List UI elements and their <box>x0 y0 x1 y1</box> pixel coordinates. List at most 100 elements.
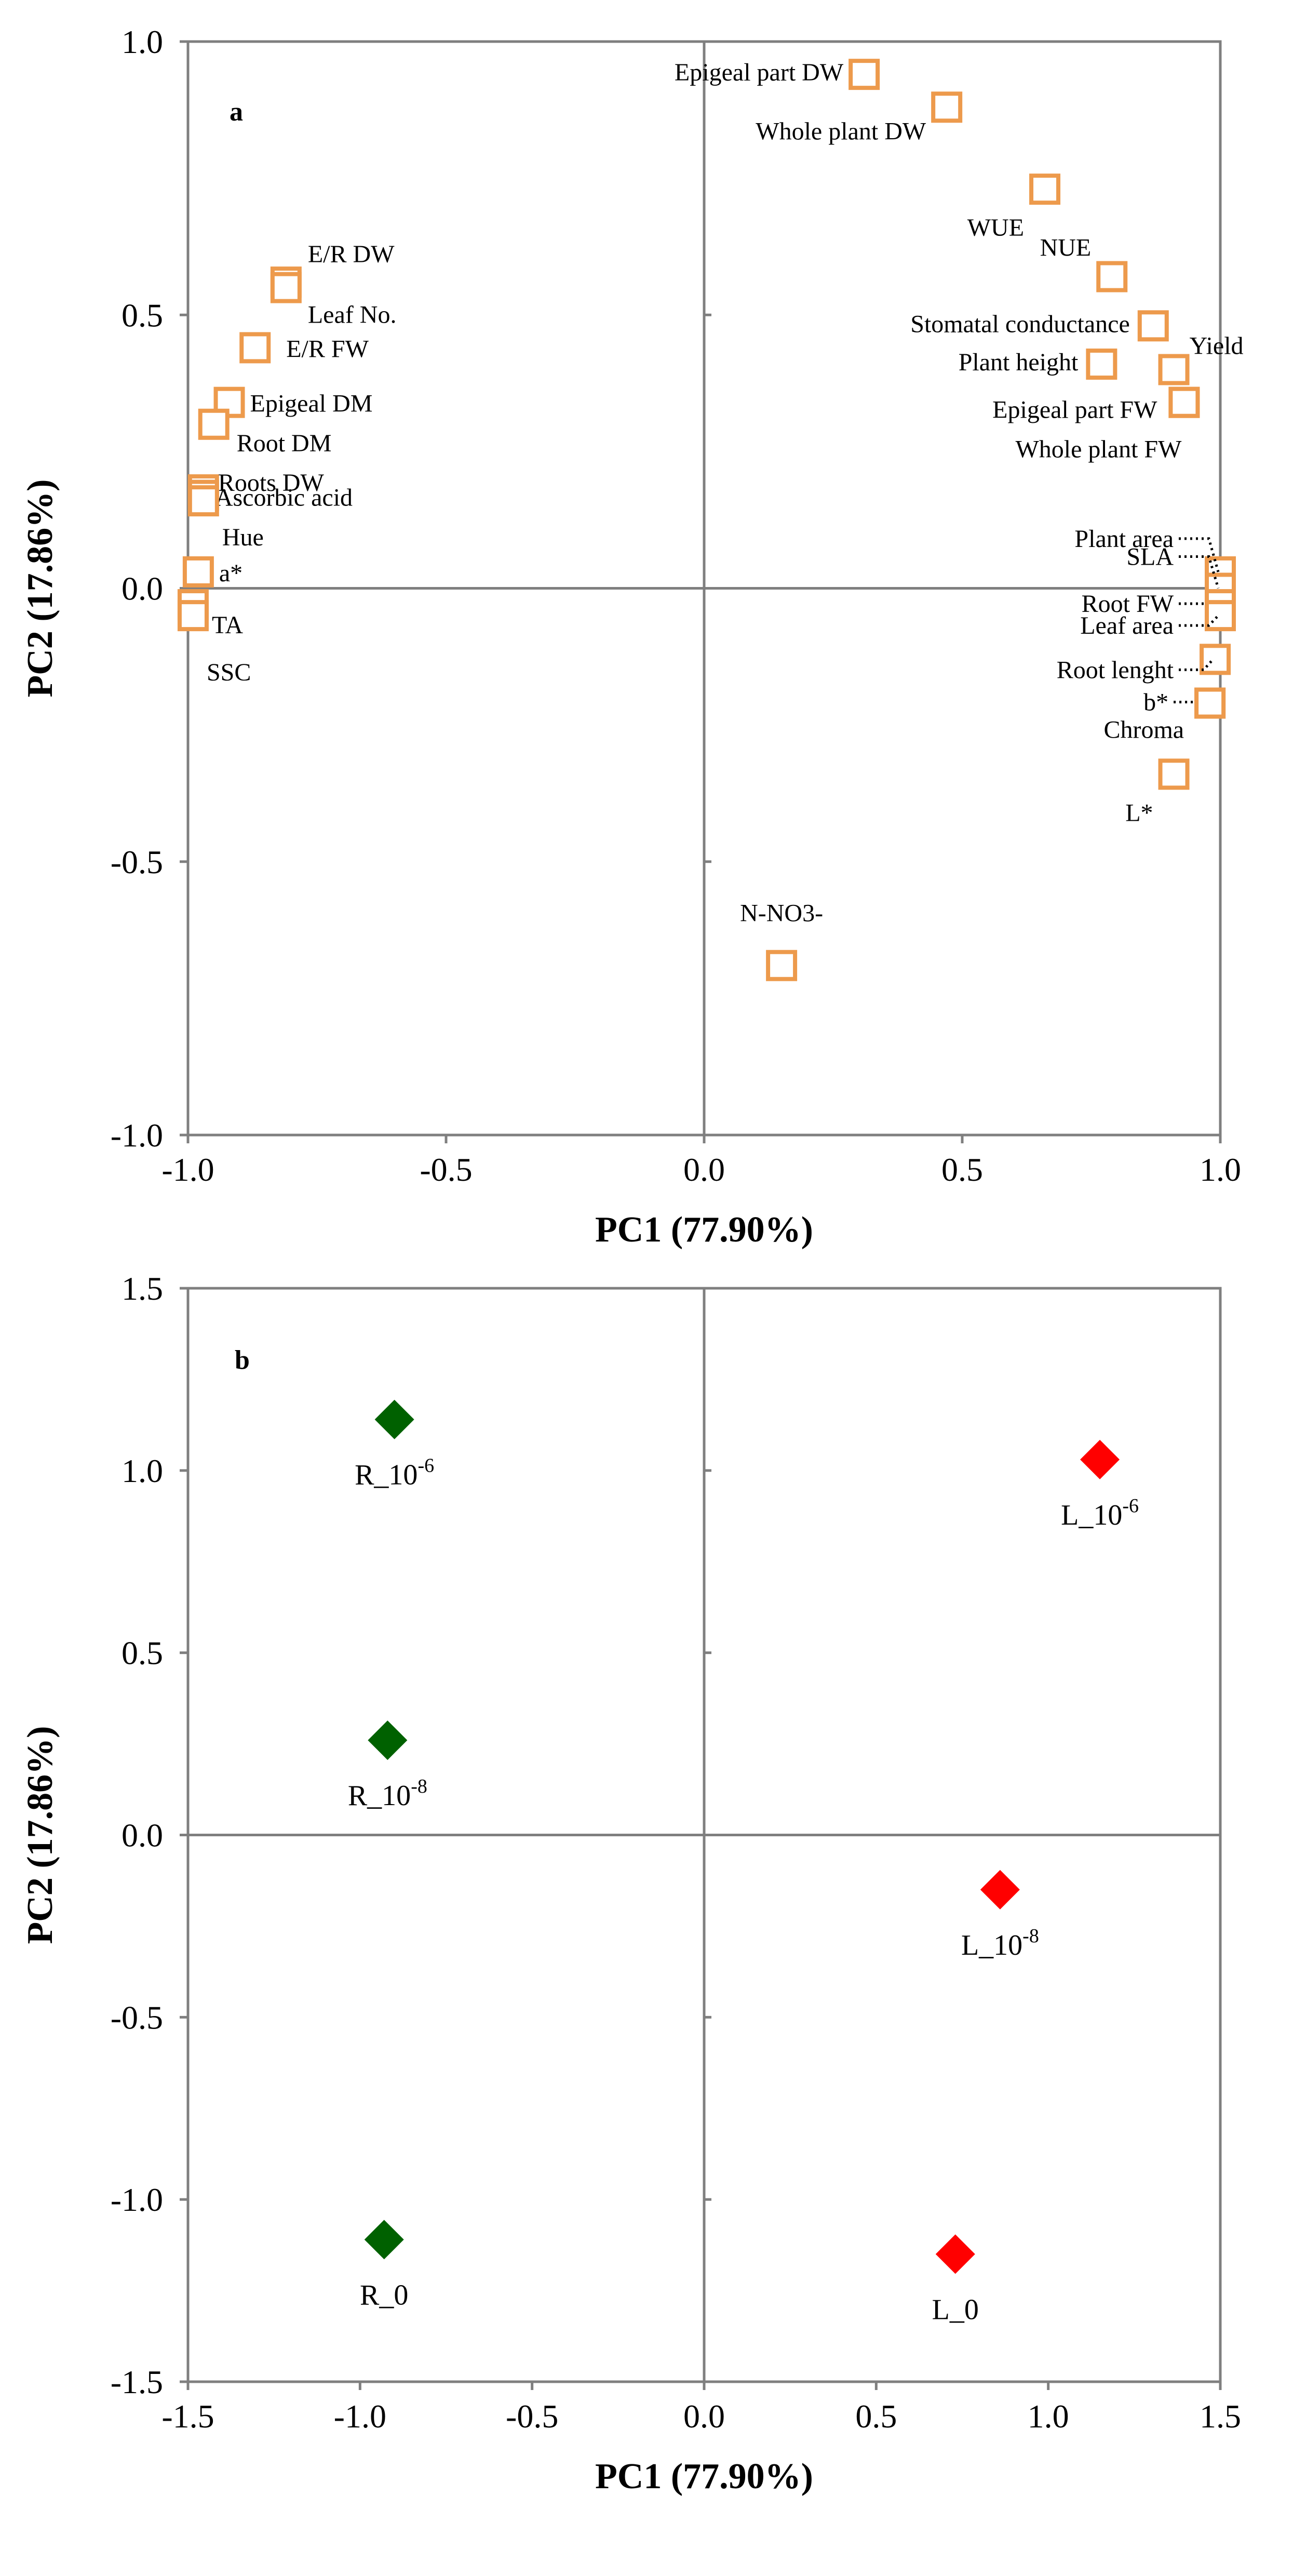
loading-label-e-r-dw: E/R DW <box>308 241 395 268</box>
loading-label-whole-plant-fw: Whole plant FW <box>1015 436 1182 463</box>
score-label-exponent: -6 <box>417 1455 434 1477</box>
score-label-exponent: -6 <box>1122 1495 1139 1517</box>
leader-line-sla <box>1179 555 1220 589</box>
loading-marker-e-r-fw <box>239 332 271 364</box>
loading-label-hue: Hue <box>222 524 264 551</box>
loading-label-sla: SLA <box>1126 543 1174 571</box>
loading-marker-l <box>1158 758 1190 790</box>
loading-marker-a <box>182 556 214 588</box>
loading-label-b: b* <box>1143 689 1168 716</box>
panel-b-score-plot: -1.5 -1.0 -0.5 0.0 0.5 1.0 1.5 1.5 1.0 0.5 0.0 -0.5… <box>20 1270 1241 2497</box>
loading-marker-leaf-area <box>1205 600 1236 632</box>
score-label-base: R_10 <box>348 1780 411 1812</box>
x-tick-label: -1.0 <box>161 1151 214 1188</box>
panel-letter: a <box>230 97 243 127</box>
score-label-r-10-8: R_10-8 <box>348 1776 427 1812</box>
loading-marker-chroma <box>1194 687 1226 719</box>
x-axis-title: PC1 (77.90%) <box>595 2457 813 2497</box>
loading-label-chroma: Chroma <box>1103 716 1184 744</box>
score-label-l-10-8: L_10-8 <box>961 1925 1039 1961</box>
x-tick-label: 1.0 <box>1028 2398 1069 2435</box>
score-marker-r-0 <box>364 2220 404 2260</box>
loading-label-root-lenght: Root lenght <box>1057 656 1174 684</box>
y-tick-label: 0.0 <box>122 570 163 607</box>
loading-label-ssc: SSC <box>207 659 251 686</box>
loading-label-plant-height: Plant height <box>959 349 1079 376</box>
leader-line-leaf-area <box>1179 615 1219 627</box>
x-tick-label: 0.5 <box>855 2398 897 2435</box>
loading-label-root-dm: Root DM <box>237 430 332 457</box>
loading-marker-root-dm <box>198 408 230 440</box>
score-label-base: L_0 <box>932 2293 979 2326</box>
score-label-l-10-6: L_10-6 <box>1061 1495 1139 1531</box>
leader-line-plant-area <box>1179 537 1220 572</box>
y-axis-title: PC2 (17.86%) <box>20 479 60 698</box>
loading-label-ascorbic-acid: Ascorbic acid <box>215 484 353 512</box>
loading-label-whole-plant-dw: Whole plant DW <box>756 117 926 145</box>
score-marker-l-10-8 <box>980 1870 1020 1910</box>
x-tick-label: -0.5 <box>506 2398 558 2435</box>
loading-label-plant-area: Plant area <box>1074 525 1174 553</box>
y-tick-label: 0.0 <box>122 1817 163 1854</box>
loading-label-leaf-area: Leaf area <box>1080 612 1174 639</box>
score-label-base: L_10 <box>1061 1499 1122 1531</box>
loading-marker-wue <box>1029 173 1061 205</box>
y-axis-title: PC2 (17.86%) <box>20 1726 60 1944</box>
y-tick-label: -1.0 <box>111 2181 163 2218</box>
score-label-r-0: R_0 <box>360 2279 408 2311</box>
loading-label-ta: TA <box>212 611 243 639</box>
leader-line-root-lenght <box>1179 658 1214 671</box>
x-tick-label: 0.0 <box>683 2398 725 2435</box>
loading-label-epigeal-dm: Epigeal DM <box>250 390 373 418</box>
loading-label-roots-dw: Roots DW <box>218 469 325 497</box>
score-marker-l-0 <box>935 2234 975 2274</box>
score-label-l-0: L_0 <box>932 2293 979 2326</box>
loading-label-epigeal-part-dw: Epigeal part DW <box>675 59 844 86</box>
loading-label-wue: WUE <box>967 214 1024 242</box>
score-label-base: L_10 <box>961 1929 1022 1961</box>
loading-marker-ssc <box>177 600 209 632</box>
score-marker-r-10-6 <box>374 1399 414 1439</box>
loading-marker-leaf-no <box>270 272 302 303</box>
loading-marker-stomatal-conductance <box>1137 310 1169 342</box>
panel-a-loading-plot: -1.0 -0.5 0.0 0.5 1.0 1.0 0.5 0.0 -0.5 -1.0 PC1 (7… <box>20 23 1244 1250</box>
loading-label-epigeal-part-fw: Epigeal part FW <box>992 396 1157 424</box>
x-tick-label: 1.0 <box>1200 1151 1241 1188</box>
score-label-exponent: -8 <box>411 1776 427 1797</box>
score-marker-l-10-6 <box>1080 1439 1120 1479</box>
loading-marker-n-no3 <box>766 950 798 981</box>
loading-marker-hue <box>187 485 219 517</box>
score-label-exponent: -8 <box>1022 1925 1039 1947</box>
loading-marker-nue <box>1096 261 1128 292</box>
loading-label-l: L* <box>1125 799 1153 826</box>
x-tick-label: -1.0 <box>334 2398 386 2435</box>
loading-label-n-no3: N-NO3- <box>740 900 823 927</box>
y-tick-label: 0.5 <box>122 297 163 333</box>
loading-marker-whole-plant-fw <box>1168 386 1200 418</box>
x-tick-label: -0.5 <box>420 1151 472 1188</box>
loading-marker-yield <box>1158 354 1190 385</box>
x-tick-label: 0.5 <box>941 1151 983 1188</box>
y-tick-label: -0.5 <box>111 844 163 880</box>
x-tick-label: 1.5 <box>1200 2398 1241 2435</box>
loading-label-stomatal-conductance: Stomatal conductance <box>910 310 1130 338</box>
score-label-base: R_10 <box>355 1459 417 1491</box>
loading-marker-root-lenght <box>1200 644 1231 675</box>
panel-letter: b <box>235 1345 250 1375</box>
y-tick-label: -0.5 <box>111 1999 163 2036</box>
y-tick-label: -1.5 <box>111 2364 163 2400</box>
loading-label-leaf-no: Leaf No. <box>308 301 397 329</box>
score-marker-r-10-8 <box>368 1720 408 1760</box>
loading-label-nue: NUE <box>1040 234 1092 262</box>
x-tick-label: -1.5 <box>161 2398 214 2435</box>
loading-marker-whole-plant-dw <box>931 91 963 123</box>
loading-label-yield: Yield <box>1190 332 1244 360</box>
score-label-base: R_0 <box>360 2279 408 2311</box>
loading-label-root-fw: Root FW <box>1082 590 1174 618</box>
y-tick-label: 1.5 <box>122 1270 163 1307</box>
loading-marker-plant-height <box>1086 348 1117 380</box>
loading-label-e-r-fw: E/R FW <box>286 335 369 363</box>
loading-label-a: a* <box>219 559 243 587</box>
y-tick-label: 1.0 <box>122 23 163 60</box>
